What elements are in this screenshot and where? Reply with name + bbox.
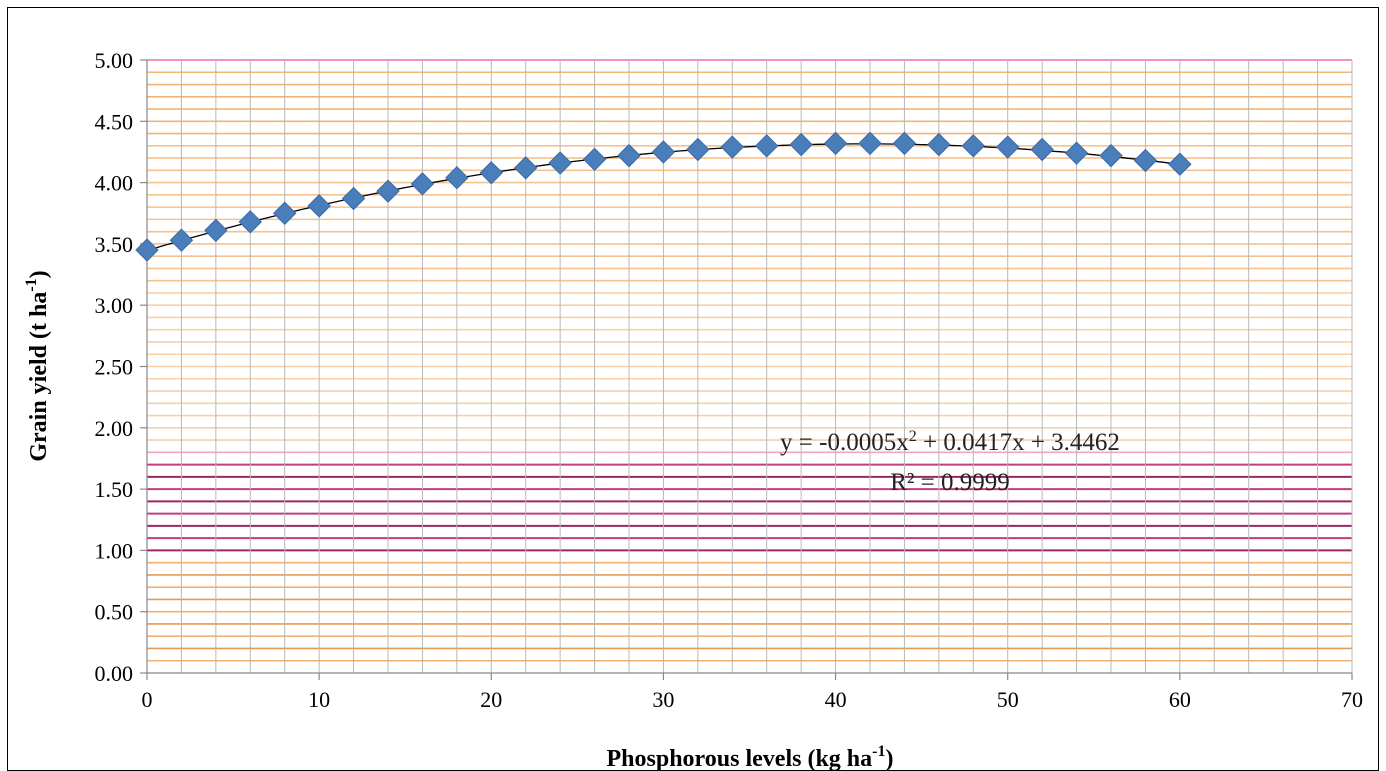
data-point [686, 137, 710, 162]
y-tick-label: 0.00 [95, 661, 134, 686]
data-point [204, 218, 228, 243]
y-tick-label: 1.00 [95, 538, 134, 563]
data-point [1064, 141, 1089, 165]
data-point [961, 134, 985, 158]
x-tick-label: 70 [1341, 687, 1363, 712]
vertical-gridlines [146, 60, 1353, 673]
y-tick-label: 1.50 [95, 477, 134, 502]
data-point [169, 228, 194, 252]
y-tick-label: 3.00 [95, 293, 134, 318]
data-point [892, 131, 917, 156]
data-point [445, 165, 469, 190]
data-point [479, 161, 503, 185]
data-point [135, 238, 159, 262]
data-point [755, 134, 779, 158]
x-tick-labels: 0 10 20 30 40 50 60 70 [142, 687, 1364, 712]
axes [140, 59, 1353, 680]
horizontal-gridlines [147, 59, 1352, 662]
data-point [617, 143, 641, 168]
data-point [720, 135, 744, 159]
y-tick-label: 2.00 [95, 416, 134, 441]
data-point [927, 132, 951, 157]
r-squared-label: R² = 0.9999 [890, 469, 1010, 496]
x-tick-label: 60 [1169, 687, 1191, 712]
data-point [858, 131, 882, 156]
y-tick-label: 4.50 [95, 109, 134, 134]
x-tick-label: 20 [480, 687, 502, 712]
y-tick-label: 2.50 [95, 355, 134, 380]
data-point [238, 210, 262, 234]
y-tick-label: 4.00 [95, 171, 134, 196]
data-points [135, 131, 1192, 262]
data-point [651, 140, 676, 164]
trendline-equation: y = -0.0005x2 + 0.0417x + 3.4462 [780, 428, 1120, 456]
x-tick-label: 40 [825, 687, 847, 712]
data-point [789, 132, 813, 157]
data-point [1168, 152, 1192, 176]
data-point [376, 179, 400, 203]
data-point [514, 156, 538, 180]
x-tick-label: 10 [308, 687, 330, 712]
y-axis-title: Grain yield (t ha-1) [23, 270, 52, 461]
x-tick-label: 50 [997, 687, 1019, 712]
x-tick-label: 30 [652, 687, 674, 712]
y-tick-label: 0.50 [95, 600, 134, 625]
data-point [996, 135, 1020, 159]
data-point [1133, 148, 1158, 173]
data-point [582, 147, 607, 172]
data-point [1099, 143, 1123, 168]
data-point [273, 201, 297, 225]
x-axis-title: Phosphorous levels (kg ha-1) [607, 743, 894, 771]
y-tick-labels: 0.00 0.50 1.00 1.50 2.00 2.50 3.00 3.50 4.00 4.50… [95, 48, 134, 686]
data-point [410, 172, 435, 196]
data-point [341, 186, 366, 211]
data-point [823, 131, 848, 156]
x-tick-label: 0 [142, 687, 153, 712]
data-point [548, 151, 572, 175]
data-point [1030, 137, 1054, 162]
y-tick-label: 3.50 [95, 232, 134, 257]
data-point [307, 194, 331, 218]
y-tick-label: 5.00 [95, 48, 134, 73]
